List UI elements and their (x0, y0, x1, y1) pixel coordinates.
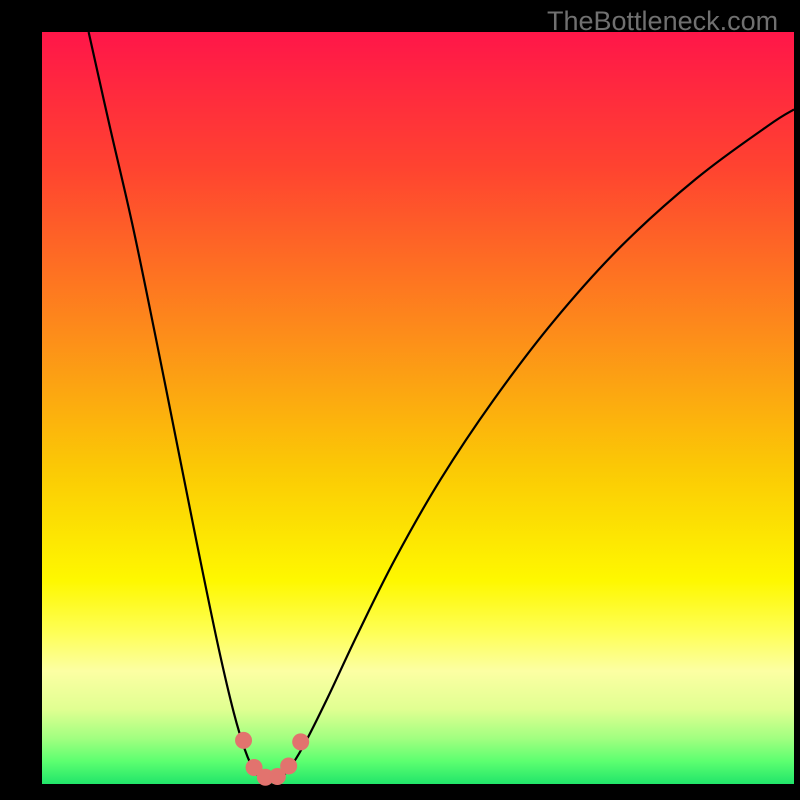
plot-area (42, 32, 794, 784)
watermark-text: TheBottleneck.com (547, 6, 778, 37)
